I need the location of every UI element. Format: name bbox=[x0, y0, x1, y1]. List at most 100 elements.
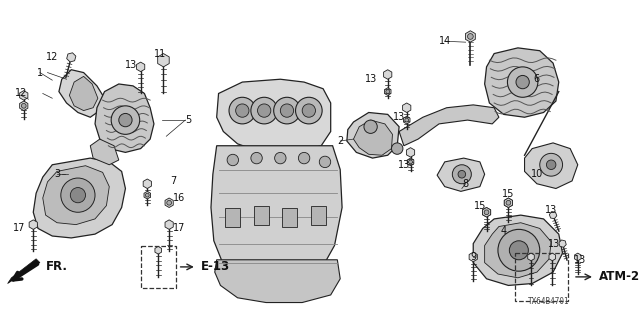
Circle shape bbox=[229, 97, 255, 124]
Circle shape bbox=[302, 104, 316, 117]
Text: 1: 1 bbox=[37, 68, 43, 77]
Text: 12: 12 bbox=[46, 52, 58, 62]
Circle shape bbox=[236, 104, 249, 117]
Text: 17: 17 bbox=[172, 223, 185, 233]
Text: 14: 14 bbox=[438, 36, 451, 46]
Polygon shape bbox=[165, 220, 173, 229]
Polygon shape bbox=[8, 259, 40, 284]
Circle shape bbox=[540, 153, 563, 176]
Text: TX64B4701: TX64B4701 bbox=[527, 297, 569, 306]
Polygon shape bbox=[549, 212, 557, 219]
Polygon shape bbox=[559, 240, 566, 247]
Text: 15: 15 bbox=[502, 189, 515, 199]
Circle shape bbox=[21, 103, 26, 108]
Circle shape bbox=[364, 120, 377, 133]
Polygon shape bbox=[211, 146, 342, 286]
Circle shape bbox=[506, 200, 511, 205]
Circle shape bbox=[145, 193, 149, 197]
Polygon shape bbox=[43, 166, 109, 225]
Text: 13: 13 bbox=[397, 160, 410, 170]
Circle shape bbox=[251, 152, 262, 164]
Polygon shape bbox=[399, 105, 499, 146]
Circle shape bbox=[408, 160, 412, 164]
Circle shape bbox=[251, 97, 278, 124]
Polygon shape bbox=[525, 143, 578, 188]
Circle shape bbox=[280, 104, 294, 117]
Text: 11: 11 bbox=[154, 49, 166, 59]
Text: 13: 13 bbox=[545, 205, 557, 215]
Circle shape bbox=[274, 97, 300, 124]
Text: 6: 6 bbox=[534, 74, 540, 84]
Polygon shape bbox=[347, 113, 399, 158]
Text: 13: 13 bbox=[125, 60, 137, 70]
Circle shape bbox=[119, 113, 132, 127]
Polygon shape bbox=[403, 116, 410, 124]
Bar bbox=[515, 253, 568, 301]
Circle shape bbox=[70, 188, 86, 203]
Text: ATM-2: ATM-2 bbox=[598, 270, 640, 284]
Circle shape bbox=[508, 67, 538, 97]
Polygon shape bbox=[407, 158, 414, 166]
Text: 8: 8 bbox=[463, 179, 468, 189]
Text: 13: 13 bbox=[548, 239, 560, 249]
Text: 15: 15 bbox=[474, 201, 486, 211]
Text: 13: 13 bbox=[573, 255, 586, 265]
Polygon shape bbox=[90, 139, 119, 165]
Polygon shape bbox=[33, 158, 125, 238]
Text: 2: 2 bbox=[337, 136, 343, 146]
Text: 3: 3 bbox=[54, 169, 60, 179]
Polygon shape bbox=[20, 101, 28, 111]
Bar bbox=[141, 245, 176, 288]
Text: 16: 16 bbox=[173, 193, 185, 203]
Circle shape bbox=[257, 104, 271, 117]
Polygon shape bbox=[95, 84, 154, 152]
Polygon shape bbox=[155, 246, 161, 254]
Circle shape bbox=[227, 154, 239, 166]
Polygon shape bbox=[469, 252, 477, 262]
Circle shape bbox=[547, 160, 556, 170]
Polygon shape bbox=[383, 70, 392, 79]
Circle shape bbox=[509, 241, 529, 260]
Text: 9: 9 bbox=[470, 252, 476, 262]
Polygon shape bbox=[504, 198, 513, 207]
Circle shape bbox=[516, 76, 529, 89]
Text: E-13: E-13 bbox=[200, 260, 230, 273]
Circle shape bbox=[61, 178, 95, 212]
Circle shape bbox=[167, 200, 172, 205]
Bar bbox=[311, 206, 326, 225]
Polygon shape bbox=[549, 253, 556, 261]
Circle shape bbox=[111, 106, 140, 134]
Polygon shape bbox=[67, 53, 76, 62]
Circle shape bbox=[296, 97, 322, 124]
Circle shape bbox=[452, 165, 471, 184]
Text: 10: 10 bbox=[531, 169, 543, 179]
Polygon shape bbox=[59, 70, 104, 117]
Polygon shape bbox=[504, 198, 513, 207]
Text: 12: 12 bbox=[15, 89, 27, 99]
Text: 13: 13 bbox=[365, 74, 377, 84]
Polygon shape bbox=[353, 120, 392, 155]
Polygon shape bbox=[20, 91, 28, 100]
Polygon shape bbox=[403, 103, 411, 113]
Polygon shape bbox=[144, 191, 150, 199]
Circle shape bbox=[392, 143, 403, 154]
Polygon shape bbox=[217, 79, 331, 152]
Circle shape bbox=[298, 152, 310, 164]
Polygon shape bbox=[484, 48, 559, 117]
Bar bbox=[253, 206, 269, 225]
Polygon shape bbox=[69, 76, 98, 111]
Polygon shape bbox=[437, 158, 484, 191]
Bar bbox=[225, 207, 241, 227]
Circle shape bbox=[458, 171, 466, 178]
Text: 5: 5 bbox=[185, 115, 191, 125]
Circle shape bbox=[319, 156, 331, 168]
Polygon shape bbox=[165, 198, 173, 207]
Circle shape bbox=[405, 118, 408, 122]
Polygon shape bbox=[575, 253, 581, 261]
Polygon shape bbox=[465, 31, 476, 42]
Circle shape bbox=[275, 152, 286, 164]
Polygon shape bbox=[406, 148, 415, 157]
Text: 13: 13 bbox=[393, 112, 405, 122]
Circle shape bbox=[484, 210, 489, 215]
Polygon shape bbox=[136, 62, 145, 72]
